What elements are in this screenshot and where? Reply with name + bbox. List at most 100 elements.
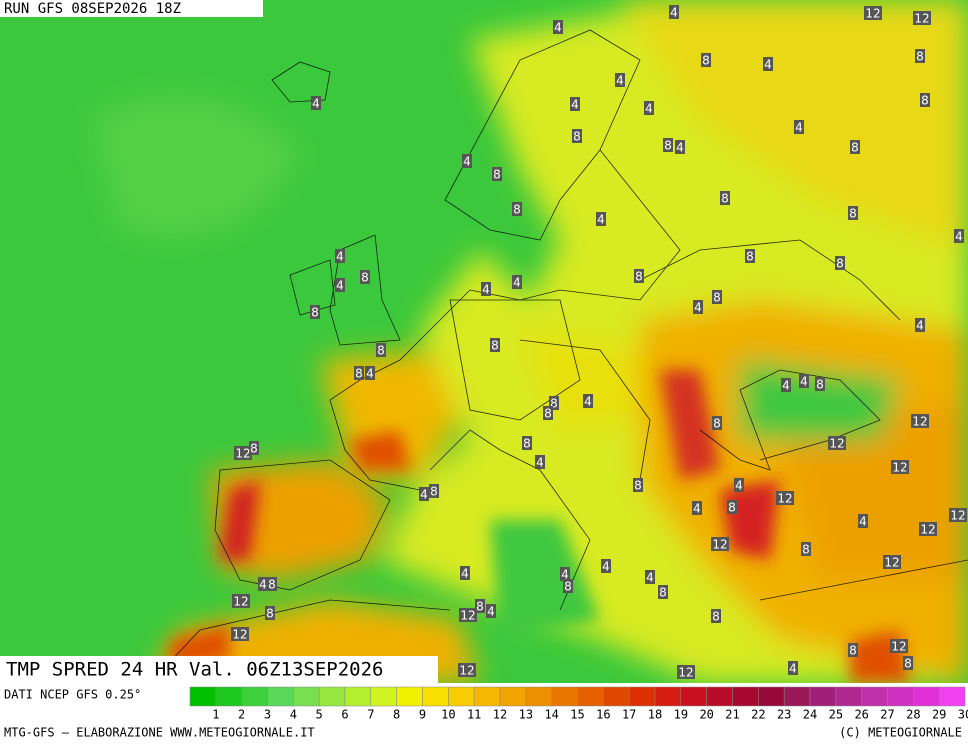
contour-label: 4: [420, 488, 428, 502]
footer-right: (C) METEOGIORNALE: [839, 726, 962, 740]
contour-label-bg: [492, 167, 502, 181]
contour-label: 4: [735, 479, 743, 493]
contour-label-bg: [675, 140, 685, 154]
contour-label-bg: [572, 129, 582, 143]
contour-label-bg: [311, 96, 321, 110]
contour-label: 8: [728, 501, 736, 515]
contour-label-bg: [231, 627, 249, 641]
contour-label: 12: [829, 437, 844, 451]
contour-label: 4: [554, 21, 562, 35]
contour-label: 4: [795, 121, 803, 135]
contour-label-bg: [570, 97, 580, 111]
contour-label-bg: [234, 446, 252, 460]
contour-label: 8: [921, 94, 929, 108]
contour-label-bg: [919, 522, 937, 536]
legend-swatch: [577, 686, 604, 707]
contour-label: 8: [702, 54, 710, 68]
contour-label-bg: [481, 282, 491, 296]
contour-label-bg: [475, 599, 485, 613]
contour-label: 4: [616, 74, 624, 88]
legend-label: 20: [699, 708, 713, 722]
contour-label-bg: [512, 275, 522, 289]
contour-label: 8: [550, 397, 558, 411]
contour-label: 12: [777, 492, 792, 506]
contour-label: 4: [259, 578, 267, 592]
legend-swatch: [680, 686, 707, 707]
contour-label-bg: [815, 377, 825, 391]
contour-label-bg: [549, 396, 559, 410]
contour-label: 4: [645, 102, 653, 116]
contour-label: 4: [571, 98, 579, 112]
contour-label: 12: [884, 556, 899, 570]
contour-label: 8: [851, 141, 859, 155]
contour-label-bg: [890, 639, 908, 653]
contour-label-bg: [799, 374, 809, 388]
contour-label: 4: [694, 301, 702, 315]
legend-label: 17: [622, 708, 636, 722]
legend-label: 5: [316, 708, 323, 722]
legend-swatch: [473, 686, 501, 707]
contour-label: 4: [859, 515, 867, 529]
legend-swatch: [732, 686, 759, 707]
contour-label-bg: [563, 579, 573, 593]
legend-label: 15: [570, 708, 584, 722]
contour-label: 4: [916, 319, 924, 333]
contour-label-bg: [848, 643, 858, 657]
contour-label-bg: [788, 661, 798, 675]
contour-label-bg: [644, 101, 654, 115]
contour-label: 12: [232, 628, 247, 642]
contour-label: 8: [268, 578, 276, 592]
title-box: [0, 656, 438, 683]
legend-label: 2: [238, 708, 245, 722]
contour-label-bg: [693, 300, 703, 314]
legend-label: 28: [906, 708, 920, 722]
legend-label: 18: [648, 708, 662, 722]
legend-swatch: [189, 686, 217, 707]
contour-label: 12: [678, 666, 693, 680]
contour-label-bg: [596, 212, 606, 226]
contour-label: 8: [836, 257, 844, 271]
footer-left: MTG-GFS — ELABORAZIONE WWW.METEOGIORNALE…: [4, 726, 315, 740]
contour-label: 8: [713, 291, 721, 305]
contour-label-bg: [920, 93, 930, 107]
contour-label-bg: [763, 57, 773, 71]
contour-label-bg: [633, 478, 643, 492]
legend-label: 13: [519, 708, 533, 722]
contour-label-bg: [458, 663, 476, 677]
legend-swatch: [422, 686, 449, 707]
legend-label: 29: [932, 708, 946, 722]
contour-label-bg: [850, 140, 860, 154]
contour-label: 4: [764, 58, 772, 72]
legend-label: 12: [493, 708, 507, 722]
contour-label-bg: [891, 460, 909, 474]
contour-label-bg: [781, 378, 791, 392]
legend-label: 14: [544, 708, 558, 722]
contour-label: 8: [573, 130, 581, 144]
contour-label: 8: [659, 586, 667, 600]
contour-label: 4: [597, 213, 605, 227]
contour-label-bg: [645, 570, 655, 584]
contour-label: 4: [336, 250, 344, 264]
contour-label: 4: [955, 230, 963, 244]
contour-label: 8: [635, 270, 643, 284]
contour-label: 8: [802, 543, 810, 557]
contour-label-bg: [915, 318, 925, 332]
legend-swatch: [215, 686, 242, 707]
legend-swatch: [551, 686, 578, 707]
contour-label-bg: [462, 154, 472, 168]
legend-label: 9: [419, 708, 426, 722]
legend-swatch: [448, 686, 475, 707]
contour-label: 8: [816, 378, 824, 392]
run-label: RUN GFS 08SEP2026 18Z: [4, 1, 181, 17]
contour-label-bg: [583, 394, 593, 408]
contour-label-bg: [720, 191, 730, 205]
contour-label: 8: [746, 250, 754, 264]
contour-label-bg: [354, 366, 364, 380]
contour-label-bg: [486, 604, 496, 618]
contour-label-bg: [727, 500, 737, 514]
contour-label-bg: [615, 73, 625, 87]
contour-label: 8: [355, 367, 363, 381]
contour-label-bg: [335, 278, 345, 292]
contour-label: 4: [584, 395, 592, 409]
